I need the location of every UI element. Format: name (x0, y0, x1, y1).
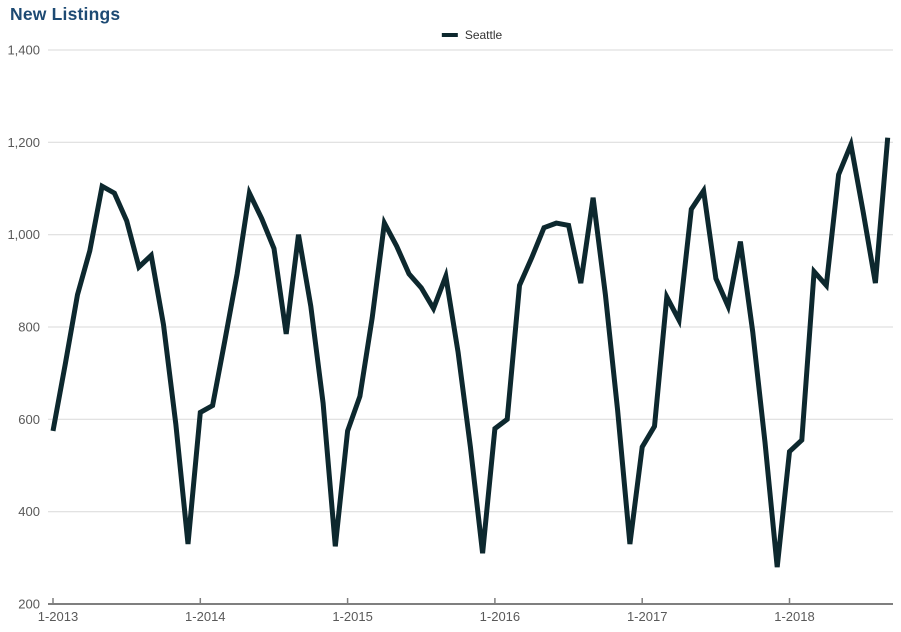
x-axis-label: 1-2013 (38, 609, 78, 624)
y-axis-label: 800 (18, 320, 40, 335)
x-axis-label: 1-2018 (774, 609, 814, 624)
y-axis-label: 600 (18, 412, 40, 427)
legend-swatch-seattle (441, 32, 458, 38)
y-axis-label: 1,000 (7, 227, 40, 242)
y-axis-label: 1,400 (7, 43, 40, 58)
chart-title: New Listings (10, 4, 121, 24)
x-axis-label: 1-2015 (332, 609, 372, 624)
legend-label-seattle: Seattle (464, 28, 503, 42)
y-axis-label: 200 (18, 597, 40, 612)
y-axis-label: 1,200 (7, 135, 40, 150)
x-axis-label: 1-2016 (480, 609, 520, 624)
series-line-seattle (50, 135, 891, 568)
x-axis-label: 1-2017 (627, 609, 667, 624)
y-axis-label: 400 (18, 504, 40, 519)
x-axis-label: 1-2014 (185, 609, 225, 624)
legend: Seattle (441, 28, 503, 42)
